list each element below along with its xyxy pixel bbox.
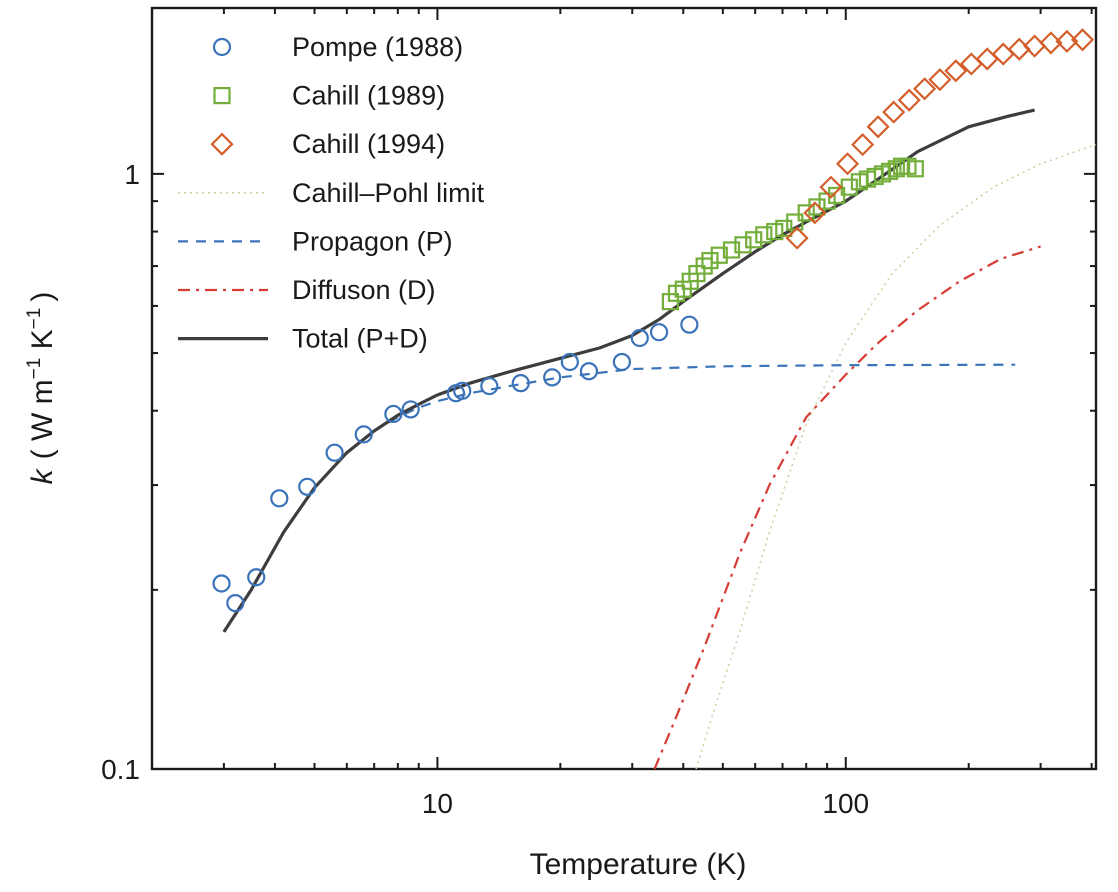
data-point-diamond bbox=[851, 133, 875, 157]
data-point-circle bbox=[543, 368, 562, 387]
data-point-square bbox=[695, 257, 713, 275]
data-point-diamond bbox=[913, 77, 937, 101]
data-point-diamond bbox=[882, 100, 906, 124]
data-point-diamond bbox=[866, 115, 890, 139]
legend-label: Cahill (1994) bbox=[292, 129, 445, 159]
y-axis-units: ( W m bbox=[26, 379, 59, 459]
data-point-circle bbox=[270, 489, 289, 508]
legend-item: Cahill–Pohl limit bbox=[178, 178, 485, 208]
data-point-circle bbox=[649, 323, 669, 342]
data-point-square bbox=[906, 160, 924, 178]
x-tick-label: 10 bbox=[422, 788, 453, 819]
data-point-square bbox=[887, 160, 905, 178]
y-axis-mid: K bbox=[26, 329, 59, 357]
series-line bbox=[222, 363, 1016, 633]
series-line bbox=[222, 108, 1035, 633]
legend-item: Diffuson (D) bbox=[178, 275, 436, 305]
y-tick-label: 0.1 bbox=[101, 754, 140, 785]
data-point-square bbox=[710, 246, 728, 264]
y-axis-symbol: k bbox=[26, 467, 59, 484]
legend-item: Total (P+D) bbox=[178, 324, 428, 354]
legend-item: Cahill (1989) bbox=[213, 81, 445, 111]
y-axis-close: ) bbox=[26, 292, 59, 302]
data-point-circle bbox=[480, 376, 499, 396]
legend-item: Propagon (P) bbox=[178, 226, 453, 256]
legend-label: Cahill (1989) bbox=[292, 81, 445, 111]
data-point-circle bbox=[384, 404, 403, 424]
x-tick-label: 100 bbox=[822, 788, 869, 819]
y-axis-exp2: −1 bbox=[24, 308, 45, 330]
data-point-diamond bbox=[1070, 28, 1095, 52]
data-point-circle bbox=[354, 425, 373, 444]
legend-marker bbox=[213, 86, 231, 105]
data-point-circle bbox=[247, 568, 266, 587]
data-point-diamond bbox=[897, 88, 921, 112]
data-point-diamond bbox=[785, 226, 809, 250]
data-point-diamond bbox=[803, 201, 827, 225]
legend-label: Diffuson (D) bbox=[292, 275, 436, 305]
ticks: 10 100 0.1 1 bbox=[101, 8, 1096, 819]
data-point-circle bbox=[453, 381, 472, 400]
data-point-diamond bbox=[944, 59, 968, 83]
data-point-circle bbox=[511, 374, 530, 393]
plot-area bbox=[212, 28, 1097, 770]
plot-frame bbox=[150, 6, 1098, 771]
data-point-diamond bbox=[928, 68, 952, 92]
data-point-square bbox=[745, 231, 763, 249]
y-axis-label: k( W m−1 K−1) bbox=[24, 292, 59, 485]
legend-marker bbox=[212, 37, 232, 57]
data-point-square bbox=[766, 222, 784, 241]
legend-item: Cahill (1994) bbox=[210, 129, 445, 159]
x-axis-label: Temperature (K) bbox=[530, 848, 747, 881]
legend-label: Total (P+D) bbox=[292, 324, 428, 354]
data-point-circle bbox=[579, 362, 599, 381]
data-point-circle bbox=[680, 315, 699, 334]
legend-label: Pompe (1988) bbox=[292, 32, 463, 62]
data-point-circle bbox=[630, 328, 649, 348]
legend-label: Cahill–Pohl limit bbox=[292, 178, 485, 208]
data-point-circle bbox=[226, 594, 245, 613]
legend-label: Propagon (P) bbox=[292, 226, 453, 256]
legend: Pompe (1988) Cahill (1989) Cahill (1994) Ca… bbox=[178, 32, 485, 354]
series-line bbox=[653, 245, 1041, 770]
legend-item: Pompe (1988) bbox=[212, 32, 463, 62]
data-point-circle bbox=[612, 352, 632, 372]
data-point-circle bbox=[298, 477, 317, 496]
data-point-circle bbox=[560, 352, 579, 372]
data-point-circle bbox=[325, 443, 344, 462]
data-point-diamond bbox=[835, 152, 860, 176]
data-point-circle bbox=[212, 574, 231, 593]
y-tick-label: 1 bbox=[124, 159, 140, 190]
legend-marker bbox=[210, 132, 234, 156]
data-point-square bbox=[797, 204, 815, 222]
data-point-square bbox=[734, 236, 752, 254]
data-point-square bbox=[701, 251, 719, 270]
data-point-diamond bbox=[819, 175, 843, 199]
svg-text:k( W m−1 K−1): k( W m−1 K−1) bbox=[24, 292, 59, 485]
y-axis-exp1: −1 bbox=[24, 358, 45, 380]
data-point-circle bbox=[401, 400, 420, 419]
data-point-square bbox=[722, 241, 741, 259]
data-point-square bbox=[755, 226, 773, 244]
data-point-square bbox=[775, 219, 793, 237]
